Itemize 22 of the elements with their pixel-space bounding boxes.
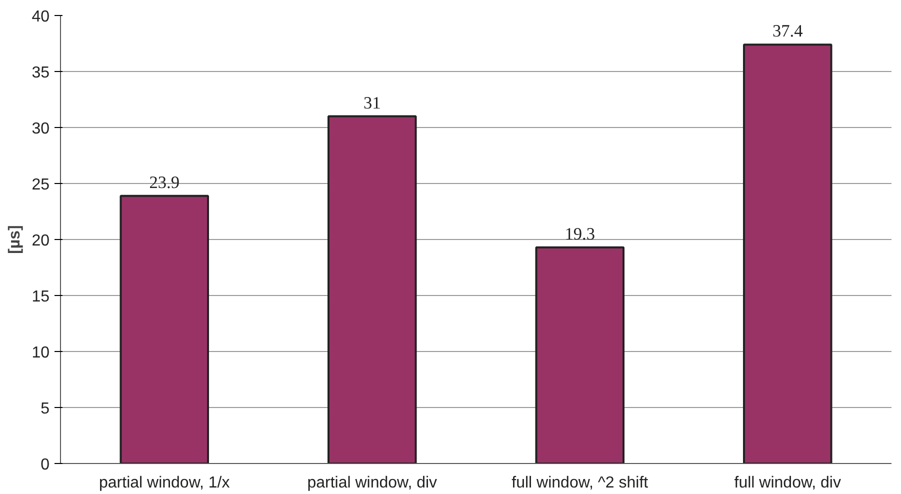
bar [535, 246, 625, 464]
data-label: 23.9 [149, 172, 180, 192]
bar [120, 194, 210, 464]
bar [327, 115, 417, 464]
y-tick-label: 25 [32, 176, 50, 194]
y-tick-label: 20 [32, 232, 50, 250]
data-label: 19.3 [564, 224, 596, 244]
y-tick-label: 10 [32, 344, 50, 362]
x-tick-label: full window, ^2 shift [512, 474, 649, 492]
data-label: 31 [363, 93, 381, 112]
y-tick-label: 5 [40, 400, 50, 418]
y-tick-label: 15 [32, 288, 50, 306]
y-tick-label: 40 [32, 8, 50, 26]
y-axis-title: [µs] [6, 225, 24, 254]
y-tick-label: 0 [40, 456, 50, 474]
data-label: 37.4 [772, 22, 804, 41]
x-tick-label: full window, div [734, 474, 841, 492]
y-tick-label: 30 [32, 120, 50, 138]
x-tick-label: partial window, div [307, 474, 438, 492]
bar [742, 44, 832, 464]
x-tick-label: partial window, 1/x [99, 474, 230, 492]
y-tick-label: 35 [32, 64, 50, 82]
